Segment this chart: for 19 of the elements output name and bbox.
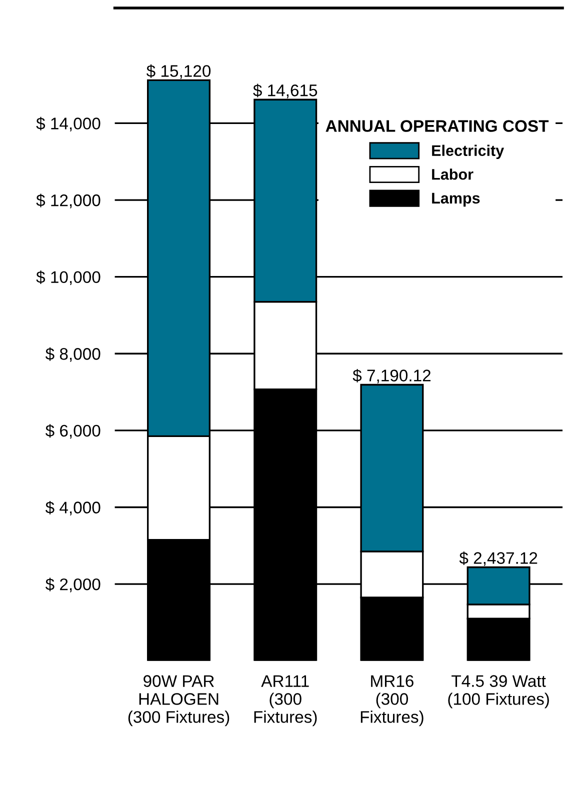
y-tick-label: $ 6,000 [45, 424, 100, 439]
x-tick-label: 90W PAR HALOGEN (300 Fixtures) [128, 675, 230, 726]
legend-label: Labor [432, 168, 474, 180]
total-label: $ 7,190.12 [352, 368, 431, 384]
x-tick-label: MR16 (300 Fixtures) [360, 675, 424, 726]
total-label: $ 15,120 [146, 64, 211, 79]
y-tick-label: $ 10,000 [36, 270, 100, 286]
y-tick-label: $ 14,000 [36, 116, 100, 132]
total-label: $ 14,615 [253, 84, 318, 98]
y-tick-label: $ 4,000 [45, 500, 100, 516]
legend-label: Electricity [432, 144, 504, 160]
x-tick-label: T4.5 39 Watt (100 Fixtures) [448, 675, 549, 708]
y-tick-label: $ 2,000 [45, 578, 100, 592]
x-tick-label: AR111 (300 Fixtures) [254, 675, 317, 726]
legend-label: Lamps [432, 192, 480, 207]
total-label: $ 2,437.12 [459, 551, 538, 566]
y-tick-label: $ 12,000 [36, 194, 100, 208]
legend-title: ANNUAL OPERATING COST [326, 120, 549, 132]
y-tick-label: $ 8,000 [45, 347, 100, 362]
